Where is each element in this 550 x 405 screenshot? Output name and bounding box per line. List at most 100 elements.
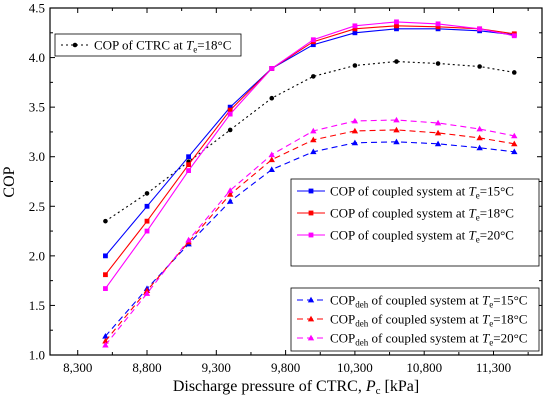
y-tick-label: 2.0 [29, 248, 45, 263]
data-point [103, 286, 108, 291]
series-4 [102, 138, 518, 339]
data-point [227, 111, 233, 117]
x-tick-label: 8,800 [132, 360, 161, 375]
data-point [394, 19, 399, 25]
data-point [227, 104, 233, 110]
legend-label: COPdeh of coupled system at Te=15°C [330, 293, 527, 310]
data-point [103, 253, 108, 259]
data-point [511, 140, 518, 147]
data-point [435, 61, 441, 66]
x-axis-label: Discharge pressure of CTRC, Pc [kPa] [173, 378, 419, 397]
y-tick-label: 1.0 [29, 348, 45, 363]
data-point [310, 37, 316, 43]
data-point [394, 59, 399, 64]
data-point [310, 136, 317, 143]
data-point [186, 154, 191, 160]
data-point [226, 187, 234, 193]
legend-label: COP of CTRC at Te=18°C [94, 38, 231, 55]
data-point [511, 33, 517, 39]
y-axis-label: COP [1, 166, 18, 197]
data-point [143, 287, 151, 293]
data-point [434, 129, 442, 136]
legend-marker [307, 296, 315, 303]
y-tick-label: 4.0 [29, 50, 45, 65]
data-point [393, 116, 400, 123]
data-point [185, 236, 192, 243]
data-point [393, 126, 400, 133]
data-point [477, 26, 483, 32]
legend-label: COPdeh of coupled system at Te=18°C [330, 312, 527, 329]
legend-label: COP of coupled system at Te=18°C [330, 206, 514, 223]
x-tick-label: 9,800 [271, 360, 300, 375]
data-point [102, 332, 109, 339]
data-point [186, 162, 191, 168]
data-point [310, 42, 316, 48]
data-point [476, 144, 483, 151]
data-point [394, 23, 399, 29]
data-point [434, 119, 442, 126]
legend-center-right: COP of coupled system at Te=15°C COP of c… [290, 178, 540, 267]
legend-box [54, 33, 242, 57]
data-point [393, 138, 400, 145]
data-point [352, 23, 358, 29]
data-point [268, 151, 275, 158]
legend-marker [307, 315, 315, 322]
legend-bottom-right: COPdeh of coupled system at Te=15°C COPde… [290, 287, 540, 352]
y-tick-label: 2.5 [29, 199, 45, 214]
data-point [434, 140, 442, 147]
legend-box [290, 287, 540, 352]
data-point [311, 74, 316, 79]
legend-marker [307, 334, 315, 341]
y-tick-label: 3.5 [29, 100, 45, 115]
data-point [352, 30, 358, 36]
data-point [351, 117, 359, 124]
data-point [226, 191, 234, 197]
data-point [435, 24, 441, 30]
data-point [144, 228, 150, 234]
data-point [394, 26, 399, 32]
legend-box [290, 178, 540, 267]
data-point [310, 127, 317, 134]
legend-label: COP of coupled system at Te=20°C [330, 228, 514, 245]
y-tick-label: 1.5 [29, 298, 45, 313]
data-point [144, 203, 150, 209]
data-point [268, 156, 275, 163]
data-point [269, 95, 275, 101]
data-point [476, 134, 483, 141]
data-point [186, 168, 191, 173]
data-point [144, 218, 150, 224]
y-tick-label: 3.0 [29, 149, 45, 164]
x-tick-label: 11,300 [476, 360, 511, 375]
data-point [511, 148, 518, 155]
data-point [103, 218, 108, 224]
data-point [511, 132, 518, 139]
data-point [269, 66, 275, 71]
series-3 [103, 19, 517, 291]
data-point [351, 139, 359, 146]
x-tick-label: 9,300 [202, 360, 231, 375]
data-point [102, 337, 109, 344]
legend-marker [308, 188, 314, 194]
data-point [351, 127, 359, 134]
data-point [352, 63, 358, 68]
series-5 [102, 126, 518, 344]
data-point [144, 191, 150, 196]
legend-top-left: COP of CTRC at Te=18°C [54, 33, 242, 57]
data-point [226, 198, 234, 204]
data-point [435, 21, 441, 27]
data-point [227, 107, 233, 113]
data-point [103, 272, 108, 278]
legend-marker [308, 232, 314, 238]
data-point [511, 70, 517, 75]
x-tick-label: 10,300 [337, 360, 373, 375]
data-point [143, 290, 151, 296]
data-point [310, 148, 317, 155]
legend-marker [72, 42, 78, 48]
x-tick-label: 8,300 [63, 360, 92, 375]
data-point [268, 166, 275, 173]
axis-ticks: 8,300 8,800 9,300 9,800 10,300 10,800 11,300 1.… [29, 1, 542, 375]
data-point [477, 64, 482, 69]
y-tick-label: 4.5 [29, 1, 45, 16]
legend-layer: COP of CTRC at Te=18°C COP of coupled sys… [54, 33, 540, 352]
